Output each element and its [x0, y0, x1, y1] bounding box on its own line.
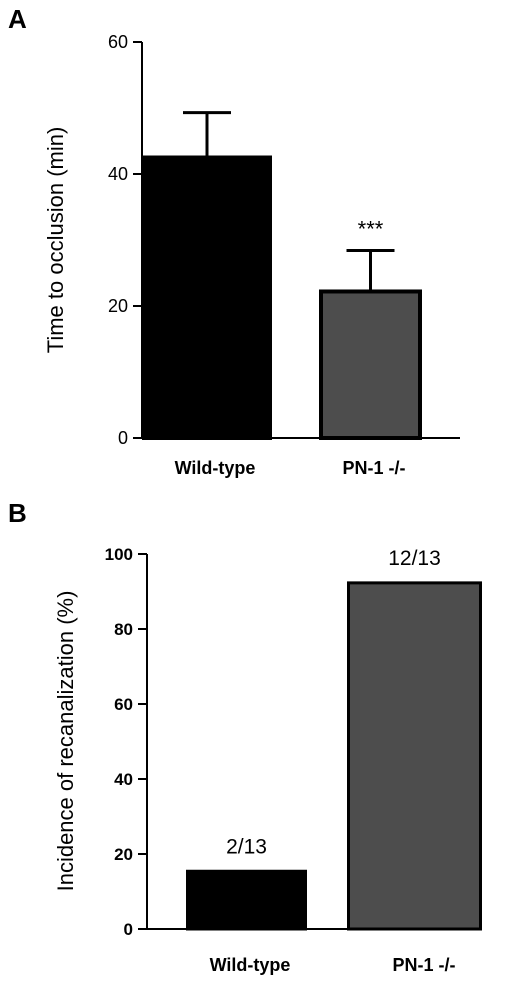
y-tick-label: 20: [114, 845, 133, 864]
bar-annotation-2: ***: [358, 217, 384, 242]
bar-annotation-2: 12/13: [388, 547, 441, 570]
y-tick-label: 60: [108, 32, 128, 52]
x-category-label: PN-1 -/-: [343, 458, 406, 478]
y-tick-label: 40: [114, 770, 133, 789]
x-category-label: Wild-type: [210, 955, 291, 975]
y-axis-title: Incidence of recanalization (%): [53, 591, 78, 892]
panel-a: A 0 20 40 60 Time to occlusion (min) Wild-type…: [8, 4, 460, 478]
x-category-label: PN-1 -/-: [393, 955, 456, 975]
panel-letter-b: B: [8, 498, 27, 528]
y-tick-label: 100: [105, 545, 133, 564]
panel-b: B 0 20 40 60 80 100 Incidence of recanalization…: [8, 498, 482, 975]
y-tick-label: 20: [108, 296, 128, 316]
y-tick-label: 80: [114, 620, 133, 639]
y-tick-label: 60: [114, 695, 133, 714]
y-axis-title: Time to occlusion (min): [43, 127, 68, 354]
bar-1: [142, 155, 272, 440]
x-category-label: Wild-type: [175, 458, 256, 478]
bar-1: [186, 869, 307, 931]
bar-2: [319, 289, 422, 441]
bar-annotation-1: 2/13: [226, 835, 267, 858]
y-tick-label: 0: [124, 920, 133, 939]
panel-letter-a: A: [8, 4, 27, 34]
bar-2: [347, 581, 482, 931]
y-tick-label: 0: [118, 428, 128, 448]
y-tick-label: 40: [108, 164, 128, 184]
